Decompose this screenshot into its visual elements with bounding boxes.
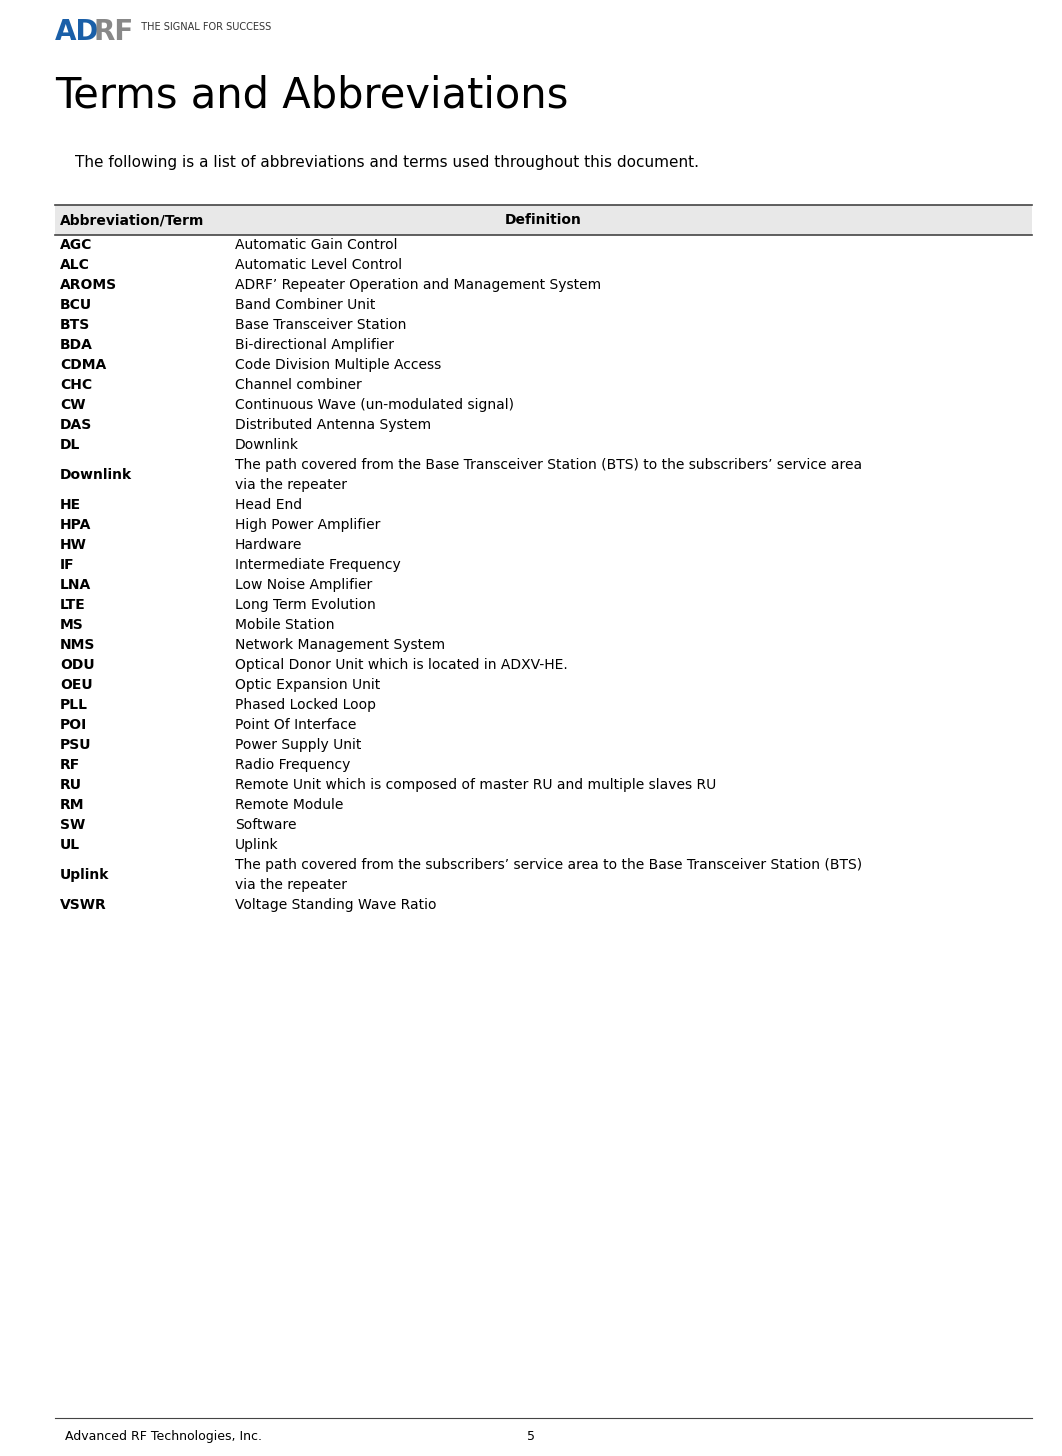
Text: Definition: Definition [506,213,582,227]
Text: The path covered from the subscribers’ service area to the Base Transceiver Stat: The path covered from the subscribers’ s… [235,859,862,872]
Text: SW: SW [59,818,85,831]
Text: via the repeater: via the repeater [235,478,347,492]
Text: Remote Module: Remote Module [235,798,343,812]
Text: Power Supply Unit: Power Supply Unit [235,738,361,751]
Text: Uplink: Uplink [235,839,278,852]
Text: Low Noise Amplifier: Low Noise Amplifier [235,578,373,593]
Text: Abbreviation/Term: Abbreviation/Term [59,213,204,227]
Text: HW: HW [59,539,87,552]
Text: High Power Amplifier: High Power Amplifier [235,518,380,531]
Text: CHC: CHC [59,379,92,392]
Text: Code Division Multiple Access: Code Division Multiple Access [235,358,441,371]
Text: UL: UL [59,839,80,852]
Text: Phased Locked Loop: Phased Locked Loop [235,697,376,712]
Text: Automatic Gain Control: Automatic Gain Control [235,237,397,252]
Text: Mobile Station: Mobile Station [235,617,335,632]
Text: Automatic Level Control: Automatic Level Control [235,258,402,272]
Text: Channel combiner: Channel combiner [235,379,362,392]
Text: CDMA: CDMA [59,358,106,371]
Text: BTS: BTS [59,317,90,332]
Text: BCU: BCU [59,298,92,312]
Text: The following is a list of abbreviations and terms used throughout this document: The following is a list of abbreviations… [75,154,699,170]
Text: Optic Expansion Unit: Optic Expansion Unit [235,678,380,692]
Text: NMS: NMS [59,638,96,652]
Text: Voltage Standing Wave Ratio: Voltage Standing Wave Ratio [235,898,436,911]
Text: HE: HE [59,498,81,513]
Text: Hardware: Hardware [235,539,303,552]
Text: RM: RM [59,798,85,812]
Text: PSU: PSU [59,738,91,751]
Text: via the repeater: via the repeater [235,878,347,891]
Text: 5: 5 [527,1430,535,1443]
Text: MS: MS [59,617,84,632]
Text: The path covered from the Base Transceiver Station (BTS) to the subscribers’ ser: The path covered from the Base Transceiv… [235,459,862,473]
Bar [55,205,1032,234]
Text: RU: RU [59,778,82,792]
Text: Radio Frequency: Radio Frequency [235,759,350,772]
Text: ADRF’ Repeater Operation and Management System: ADRF’ Repeater Operation and Management … [235,278,601,293]
Text: Distributed Antenna System: Distributed Antenna System [235,418,431,432]
Text: Network Management System: Network Management System [235,638,445,652]
Text: ODU: ODU [59,658,95,673]
Text: DAS: DAS [59,418,92,432]
Text: Band Combiner Unit: Band Combiner Unit [235,298,375,312]
Text: PLL: PLL [59,697,88,712]
Text: Software: Software [235,818,296,831]
Text: AROMS: AROMS [59,278,117,293]
Text: THE SIGNAL FOR SUCCESS: THE SIGNAL FOR SUCCESS [135,22,271,32]
Text: RF: RF [59,759,81,772]
Text: AD: AD [55,17,100,47]
Text: HPA: HPA [59,518,91,531]
Text: RF: RF [93,17,133,47]
Text: BDA: BDA [59,338,92,352]
Text: Downlink: Downlink [235,438,299,451]
Text: Base Transceiver Station: Base Transceiver Station [235,317,407,332]
Text: Optical Donor Unit which is located in ADXV-HE.: Optical Donor Unit which is located in A… [235,658,568,673]
Text: Downlink: Downlink [59,467,132,482]
Text: Terms and Abbreviations: Terms and Abbreviations [55,76,568,116]
Text: Point Of Interface: Point Of Interface [235,718,357,732]
Text: Intermediate Frequency: Intermediate Frequency [235,558,400,572]
Text: ALC: ALC [59,258,90,272]
Text: Advanced RF Technologies, Inc.: Advanced RF Technologies, Inc. [65,1430,262,1443]
Text: Continuous Wave (un-modulated signal): Continuous Wave (un-modulated signal) [235,397,514,412]
Text: LTE: LTE [59,598,86,612]
Text: CW: CW [59,397,86,412]
Text: AGC: AGC [59,237,92,252]
Text: VSWR: VSWR [59,898,107,911]
Text: POI: POI [59,718,87,732]
Text: OEU: OEU [59,678,92,692]
Text: Long Term Evolution: Long Term Evolution [235,598,376,612]
Text: Bi-directional Amplifier: Bi-directional Amplifier [235,338,394,352]
Text: Remote Unit which is composed of master RU and multiple slaves RU: Remote Unit which is composed of master … [235,778,716,792]
Text: DL: DL [59,438,81,451]
Text: Uplink: Uplink [59,868,109,882]
Text: Head End: Head End [235,498,302,513]
Text: LNA: LNA [59,578,91,593]
Text: IF: IF [59,558,74,572]
